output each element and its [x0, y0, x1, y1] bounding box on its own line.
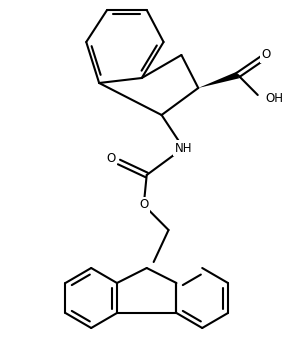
Text: O: O: [106, 151, 116, 164]
Text: NH: NH: [175, 142, 192, 155]
Polygon shape: [198, 72, 239, 88]
Text: O: O: [139, 199, 148, 212]
Text: O: O: [261, 49, 270, 62]
Text: OH: OH: [266, 92, 284, 105]
